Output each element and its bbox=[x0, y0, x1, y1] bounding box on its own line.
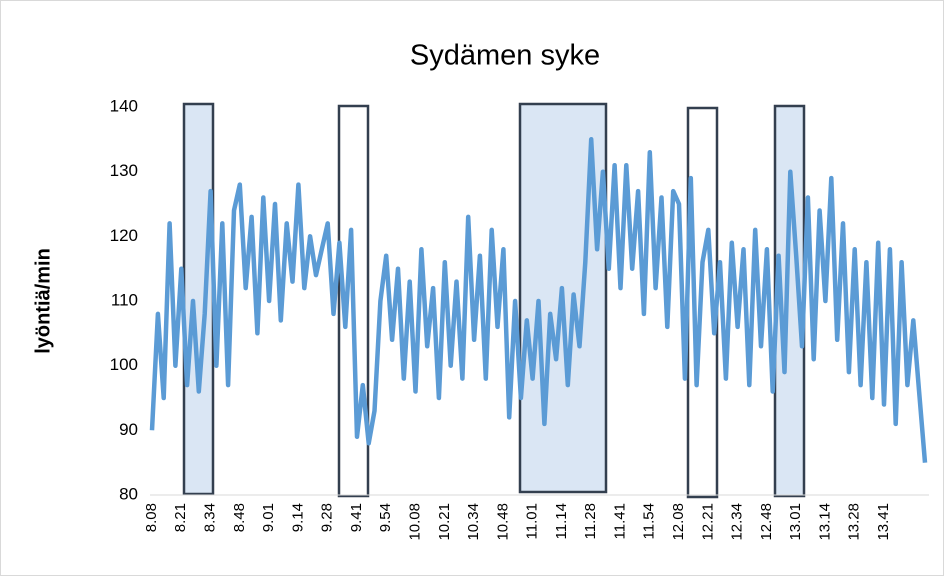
x-tick-label: 8.48 bbox=[231, 503, 248, 532]
x-tick-label: 9.28 bbox=[319, 503, 336, 532]
x-tick-label: 8.08 bbox=[143, 503, 160, 532]
x-tick-label: 8.21 bbox=[172, 503, 189, 532]
y-tick-label: 130 bbox=[110, 161, 138, 180]
highlight-box bbox=[182, 102, 215, 496]
x-tick-label: 10.34 bbox=[465, 503, 482, 541]
x-tick-label: 9.54 bbox=[377, 503, 394, 532]
y-tick-label: 90 bbox=[119, 420, 138, 439]
series-line bbox=[149, 137, 928, 463]
x-tick-label: 9.14 bbox=[289, 503, 306, 532]
x-tick-label: 10.21 bbox=[436, 503, 453, 541]
x-tick-label: 13.28 bbox=[846, 503, 863, 541]
x-tick-label: 9.41 bbox=[348, 503, 365, 532]
x-tick-label: 12.08 bbox=[670, 503, 687, 541]
x-tick-label: 9.01 bbox=[260, 503, 277, 532]
x-tick-label: 13.01 bbox=[787, 503, 804, 541]
x-tick-label: 11.54 bbox=[641, 503, 658, 539]
x-tick-label: 11.14 bbox=[553, 503, 570, 539]
y-tick-label: 120 bbox=[110, 226, 138, 245]
y-axis-label: lyöntiä/min bbox=[32, 248, 54, 354]
chart-title: Sydämen syke bbox=[410, 40, 600, 72]
x-tick-label: 13.41 bbox=[875, 503, 892, 541]
y-tick-label: 110 bbox=[111, 290, 138, 309]
x-tick-label: 12.21 bbox=[699, 503, 716, 541]
highlight-box bbox=[337, 104, 370, 498]
x-tick-label: 10.48 bbox=[494, 503, 511, 541]
x-tick-label: 11.01 bbox=[524, 503, 541, 539]
x-tick-label: 8.34 bbox=[202, 503, 219, 532]
x-tick-label: 12.34 bbox=[729, 503, 746, 541]
y-tick-label: 100 bbox=[110, 355, 138, 374]
x-tick-label: 11.41 bbox=[611, 503, 628, 539]
x-tick-label: 10.08 bbox=[406, 503, 423, 541]
x-tick-label: 13.14 bbox=[816, 503, 833, 541]
y-tick-label: 80 bbox=[119, 484, 138, 503]
x-tick-label: 11.28 bbox=[582, 503, 599, 539]
x-tick-label: 12.48 bbox=[758, 503, 775, 541]
y-tick-label: 140 bbox=[110, 96, 138, 115]
